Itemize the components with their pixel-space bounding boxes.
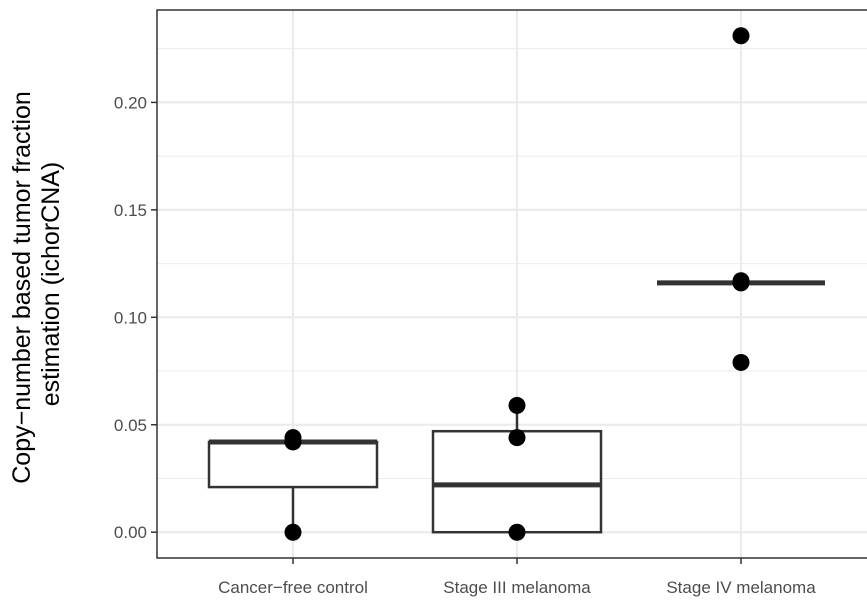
data-point xyxy=(732,272,750,290)
y-tick-label: 0.20 xyxy=(114,93,147,112)
data-point xyxy=(508,429,526,447)
y-tick-label: 0.15 xyxy=(114,201,147,220)
data-point xyxy=(732,27,750,45)
x-tick-label: Cancer−free control xyxy=(218,578,368,597)
data-point xyxy=(732,353,750,371)
panel-border xyxy=(156,9,867,559)
box xyxy=(431,429,603,534)
data-point xyxy=(508,396,526,414)
x-tick-label: Stage III melanoma xyxy=(443,578,591,597)
y-axis: 0.00 0.05 0.10 0.15 0.20 xyxy=(114,93,157,542)
y-tick-label: 0.05 xyxy=(114,416,147,435)
boxplots xyxy=(207,280,825,534)
y-tick-label: 0.00 xyxy=(114,523,147,542)
data-point xyxy=(284,523,302,541)
data-points xyxy=(284,27,750,541)
data-point xyxy=(284,429,302,447)
y-axis-title-line-2: estimation (ichorCNA) xyxy=(37,162,65,407)
data-point xyxy=(508,523,526,541)
x-tick-label: Stage IV melanoma xyxy=(666,578,816,597)
y-tick-label: 0.10 xyxy=(114,308,147,327)
x-axis: Cancer−free control Stage III melanoma Sta… xyxy=(218,558,816,597)
y-axis-title: Copy−number based tumor fraction estimat… xyxy=(8,84,65,484)
y-axis-title-line-1: Copy−number based tumor fraction xyxy=(8,91,36,484)
